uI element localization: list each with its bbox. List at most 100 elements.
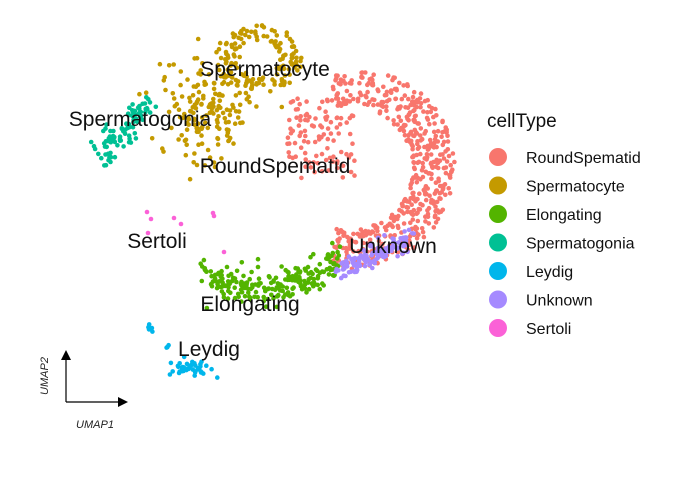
axis-arrows: UMAP1 UMAP2: [39, 350, 128, 431]
point-spermatocyte: [246, 34, 252, 40]
point-spermatocyte: [238, 120, 243, 126]
point-roundspematid: [347, 246, 352, 251]
point-roundspematid: [298, 145, 304, 150]
point-roundspematid: [431, 114, 436, 120]
point-elongating: [279, 264, 284, 269]
point-roundspematid: [395, 107, 400, 112]
point-leydig: [215, 375, 220, 380]
point-spermatocyte: [202, 79, 207, 85]
point-elongating: [199, 278, 205, 284]
point-roundspematid: [444, 127, 450, 133]
point-unknown: [400, 251, 405, 256]
point-spermatocyte: [284, 33, 290, 38]
point-unknown: [382, 233, 387, 238]
point-spermatocyte: [281, 66, 287, 72]
legend-key-sertoli: [489, 319, 507, 337]
point-roundspematid: [437, 158, 443, 163]
point-spermatocyte: [232, 121, 238, 126]
point-roundspematid: [323, 109, 328, 114]
point-elongating: [208, 269, 214, 274]
point-spermatocyte: [211, 96, 216, 102]
point-roundspematid: [295, 106, 301, 112]
point-roundspematid: [345, 234, 350, 240]
point-spermatocyte: [217, 67, 222, 73]
point-unknown: [364, 253, 369, 258]
point-roundspematid: [347, 99, 353, 104]
point-spermatogonia: [112, 134, 117, 140]
point-roundspematid: [419, 226, 425, 231]
point-roundspematid: [341, 100, 347, 105]
point-roundspematid: [329, 98, 335, 103]
point-spermatocyte: [214, 117, 220, 123]
point-unknown: [390, 245, 395, 251]
point-spermatocyte: [187, 176, 193, 182]
point-elongating: [321, 269, 327, 275]
point-roundspematid: [305, 139, 311, 145]
point-elongating: [228, 271, 234, 277]
point-spermatocyte: [149, 136, 155, 141]
point-spermatocyte: [196, 142, 201, 147]
point-spermatocyte: [298, 58, 303, 64]
point-roundspematid: [346, 155, 352, 160]
point-spermatogonia: [142, 101, 148, 106]
point-spermatogonia: [112, 139, 118, 145]
point-spermatocyte: [226, 127, 231, 133]
point-spermatocyte: [217, 98, 223, 103]
legend-label-sertoli: Sertoli: [526, 321, 571, 338]
point-roundspematid: [319, 151, 325, 157]
point-roundspematid: [435, 216, 441, 222]
point-spermatocyte: [215, 142, 221, 147]
point-spermatocyte: [270, 77, 275, 82]
point-roundspematid: [423, 219, 428, 224]
point-spermatocyte: [198, 68, 203, 73]
legend-label-spermatogonia: Spermatogonia: [526, 236, 635, 253]
point-elongating: [232, 285, 237, 291]
point-spermatogonia: [122, 131, 128, 136]
point-spermatocyte: [176, 107, 182, 112]
point-roundspematid: [438, 152, 443, 157]
legend-key-spermatogonia: [489, 233, 507, 252]
point-spermatogonia: [117, 134, 123, 139]
point-unknown: [369, 252, 375, 258]
point-roundspematid: [337, 236, 342, 241]
point-roundspematid: [411, 108, 416, 114]
point-roundspematid: [340, 163, 346, 169]
point-roundspematid: [314, 153, 319, 159]
point-spermatocyte: [157, 61, 163, 67]
point-unknown: [396, 240, 402, 245]
point-spermatocyte: [228, 73, 234, 79]
point-roundspematid: [414, 152, 420, 158]
point-unknown: [410, 231, 415, 236]
point-elongating: [295, 266, 301, 271]
point-roundspematid: [319, 135, 324, 140]
cluster-label-roundspematid: RoundSpematid: [200, 155, 351, 178]
point-roundspematid: [343, 81, 348, 86]
point-spermatocyte: [195, 36, 201, 42]
point-sertoli: [221, 249, 227, 255]
point-sertoli: [148, 216, 154, 222]
point-roundspematid: [446, 153, 452, 159]
point-elongating: [336, 253, 342, 258]
point-elongating: [212, 276, 218, 281]
point-spermatocyte: [184, 127, 190, 132]
point-elongating: [330, 273, 336, 278]
point-roundspematid: [425, 117, 431, 122]
point-roundspematid: [334, 115, 340, 121]
point-spermatocyte: [261, 82, 266, 87]
point-roundspematid: [342, 74, 347, 79]
point-roundspematid: [432, 121, 437, 126]
point-unknown: [401, 243, 406, 249]
point-roundspematid: [302, 150, 308, 156]
point-roundspematid: [348, 169, 354, 175]
point-roundspematid: [425, 147, 431, 152]
point-roundspematid: [410, 190, 415, 196]
point-spermatocyte: [182, 111, 187, 117]
point-leydig: [170, 369, 175, 374]
point-roundspematid: [410, 143, 416, 149]
point-roundspematid: [334, 165, 340, 171]
point-spermatogonia: [108, 159, 113, 165]
point-spermatocyte: [217, 40, 223, 46]
point-roundspematid: [414, 180, 420, 185]
point-spermatocyte: [191, 160, 196, 165]
point-roundspematid: [391, 121, 397, 127]
